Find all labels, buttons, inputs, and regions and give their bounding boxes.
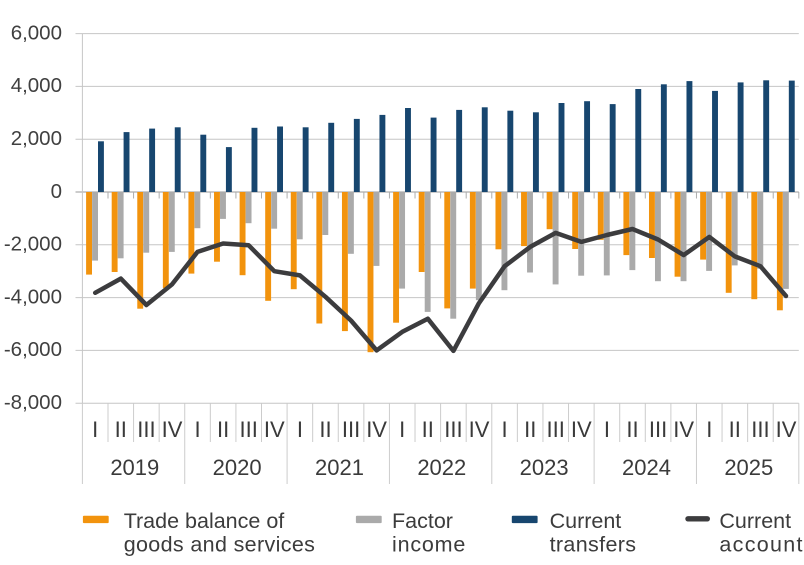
svg-text:income: income <box>392 533 466 557</box>
svg-text:III: III <box>342 417 360 442</box>
svg-text:II: II <box>422 417 434 442</box>
svg-text:-8,000: -8,000 <box>4 391 62 414</box>
svg-text:account: account <box>719 533 803 557</box>
svg-text:III: III <box>751 417 769 442</box>
svg-text:2019: 2019 <box>110 455 159 480</box>
svg-text:III: III <box>547 417 565 442</box>
svg-text:II: II <box>626 417 638 442</box>
svg-text:I: I <box>92 417 98 442</box>
svg-text:IV: IV <box>162 417 183 442</box>
svg-text:transfers: transfers <box>550 533 637 557</box>
svg-text:IV: IV <box>673 417 694 442</box>
svg-text:IV: IV <box>264 417 285 442</box>
svg-text:Current: Current <box>550 509 622 533</box>
svg-text:2025: 2025 <box>724 455 773 480</box>
svg-text:-6,000: -6,000 <box>4 338 62 361</box>
svg-text:II: II <box>319 417 331 442</box>
svg-text:IV: IV <box>571 417 592 442</box>
svg-text:4,000: 4,000 <box>11 74 62 97</box>
svg-text:III: III <box>649 417 667 442</box>
svg-text:II: II <box>217 417 229 442</box>
svg-text:I: I <box>706 417 712 442</box>
svg-text:-4,000: -4,000 <box>4 285 62 308</box>
svg-text:Current: Current <box>719 509 791 533</box>
svg-text:2,000: 2,000 <box>11 127 62 150</box>
svg-text:I: I <box>604 417 610 442</box>
svg-text:IV: IV <box>469 417 490 442</box>
svg-text:2023: 2023 <box>520 455 569 480</box>
svg-text:2021: 2021 <box>315 455 364 480</box>
svg-text:II: II <box>115 417 127 442</box>
svg-text:IV: IV <box>776 417 797 442</box>
svg-text:2022: 2022 <box>417 455 466 480</box>
svg-text:goods and services: goods and services <box>124 533 316 557</box>
svg-text:2024: 2024 <box>622 455 671 480</box>
svg-text:III: III <box>137 417 155 442</box>
svg-text:Trade balance of: Trade balance of <box>124 509 285 533</box>
svg-text:III: III <box>240 417 258 442</box>
svg-text:IV: IV <box>366 417 387 442</box>
svg-text:II: II <box>524 417 536 442</box>
svg-text:0: 0 <box>51 180 62 203</box>
svg-text:I: I <box>399 417 405 442</box>
svg-text:I: I <box>502 417 508 442</box>
svg-text:2020: 2020 <box>213 455 262 480</box>
svg-text:II: II <box>729 417 741 442</box>
svg-text:III: III <box>444 417 462 442</box>
svg-text:Factor: Factor <box>392 509 453 533</box>
svg-text:I: I <box>297 417 303 442</box>
svg-text:I: I <box>194 417 200 442</box>
svg-text:-2,000: -2,000 <box>4 233 62 256</box>
svg-text:6,000: 6,000 <box>11 21 62 44</box>
